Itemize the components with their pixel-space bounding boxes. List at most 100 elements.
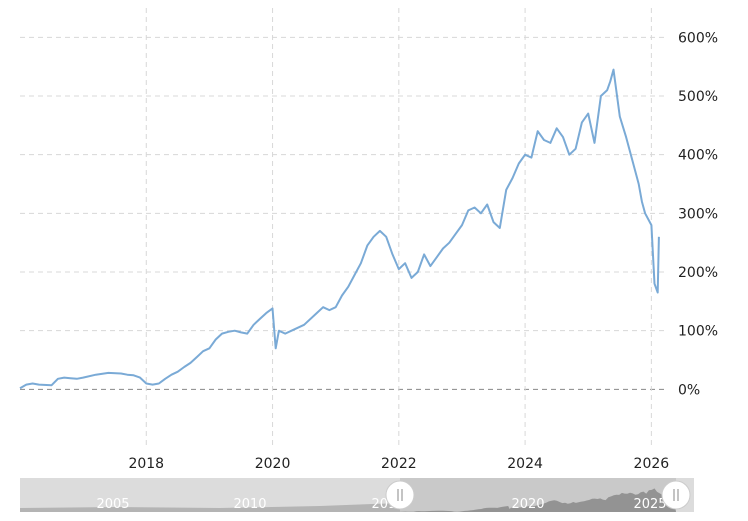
data-point [587, 112, 589, 114]
data-point [328, 309, 330, 311]
data-point [417, 271, 419, 273]
x-tick-label: 2024 [507, 456, 543, 472]
data-point [556, 127, 558, 129]
data-point [151, 383, 153, 385]
data-point [486, 203, 488, 205]
data-point [404, 262, 406, 264]
data-point [612, 68, 614, 70]
data-point [202, 350, 204, 352]
data-point [518, 162, 520, 164]
data-point [120, 372, 122, 374]
data-point [619, 115, 621, 117]
data-point [650, 224, 652, 226]
data-point [158, 382, 160, 384]
data-point [107, 372, 109, 374]
y-tick-label: 400% [678, 148, 718, 164]
data-point [189, 362, 191, 364]
x-tick-label: 2022 [381, 456, 417, 472]
data-point [95, 374, 97, 376]
data-point [259, 318, 261, 320]
data-point [82, 376, 84, 378]
data-point [221, 332, 223, 334]
data-point [170, 374, 172, 376]
data-point [653, 283, 655, 285]
data-point [429, 265, 431, 267]
navigator-left-handle[interactable] [385, 480, 415, 510]
data-point [215, 338, 217, 340]
navigator-label: 2005 [96, 497, 129, 512]
data-point [448, 242, 450, 244]
data-point [316, 312, 318, 314]
data-point [227, 331, 229, 333]
data-point [126, 374, 128, 376]
grid [20, 8, 664, 448]
data-point [69, 377, 71, 379]
data-point [436, 256, 438, 258]
data-point [410, 277, 412, 279]
data-point [574, 148, 576, 150]
data-point [581, 121, 583, 123]
range-navigator[interactable]: 2005 2010 2015 2020 2025 [20, 478, 694, 512]
y-axis: 0% 100% 200% 300% 400% 500% 600% [678, 30, 718, 398]
data-point [278, 330, 280, 332]
data-point [454, 233, 456, 235]
data-point [537, 130, 539, 132]
x-tick-label: 2026 [634, 456, 670, 472]
data-point [145, 382, 147, 384]
data-point [366, 244, 368, 246]
data-point [644, 212, 646, 214]
data-point [271, 307, 273, 309]
data-point [63, 376, 65, 378]
y-tick-label: 100% [678, 324, 718, 340]
data-point [391, 253, 393, 255]
y-tick-label: 0% [678, 382, 700, 398]
y-tick-label: 200% [678, 265, 718, 281]
data-point [631, 159, 633, 161]
data-point [549, 142, 551, 144]
data-point [322, 306, 324, 308]
data-point [385, 236, 387, 238]
data-point [234, 330, 236, 332]
data-point [57, 378, 59, 380]
data-point [284, 332, 286, 334]
data-point [31, 382, 33, 384]
navigator-right-handle[interactable] [661, 480, 691, 510]
data-point [76, 378, 78, 380]
data-point [25, 383, 27, 385]
data-point [19, 387, 21, 389]
data-point [467, 209, 469, 211]
data-point [473, 206, 475, 208]
data-point [461, 224, 463, 226]
data-point [423, 253, 425, 255]
data-point [196, 356, 198, 358]
data-point [183, 366, 185, 368]
x-tick-label: 2018 [128, 456, 164, 472]
data-point [657, 291, 659, 293]
navigator-label: 2020 [511, 497, 544, 512]
data-point [252, 324, 254, 326]
y-tick-label: 300% [678, 206, 718, 222]
handle-knob[interactable] [661, 480, 691, 510]
data-point [50, 384, 52, 386]
data-point [593, 142, 595, 144]
data-point [568, 154, 570, 156]
handle-knob[interactable] [385, 480, 415, 510]
data-point [530, 156, 532, 158]
data-point [290, 330, 292, 332]
y-tick-label: 500% [678, 89, 718, 105]
data-point [347, 286, 349, 288]
data-point [600, 95, 602, 97]
x-axis: 2018 2020 2022 2024 2026 [128, 456, 669, 472]
data-point [511, 177, 513, 179]
data-point [398, 268, 400, 270]
data-point [240, 331, 242, 333]
navigator-area [400, 488, 676, 512]
data-point [353, 274, 355, 276]
plot-area [19, 68, 660, 390]
navigator-area-history [20, 503, 400, 512]
series-line [19, 68, 660, 390]
data-point [275, 347, 277, 349]
navigator-label: 2010 [233, 497, 266, 512]
